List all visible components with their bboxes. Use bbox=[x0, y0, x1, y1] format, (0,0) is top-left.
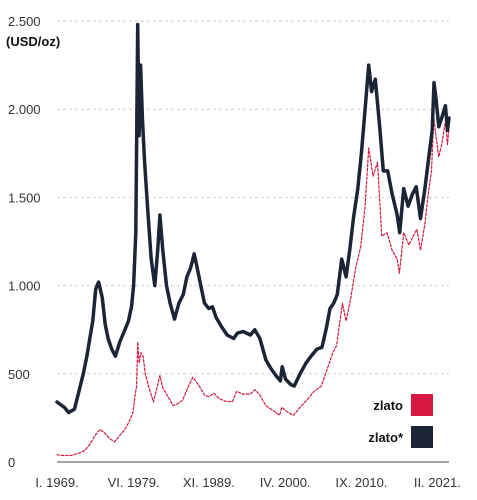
x-tick-label: IV. 2000. bbox=[260, 475, 311, 490]
x-tick-label: VI. 1979. bbox=[108, 475, 160, 490]
y-tick-label: 0 bbox=[8, 455, 15, 470]
x-tick-label: I. 1969. bbox=[35, 475, 78, 490]
y-tick-label: 500 bbox=[8, 367, 30, 382]
legend-label: zlato* bbox=[368, 430, 404, 445]
x-tick-label: XI. 1989. bbox=[183, 475, 235, 490]
y-tick-label: 1.500 bbox=[8, 190, 41, 205]
y-axis-unit: (USD/oz) bbox=[6, 34, 60, 49]
gridlines bbox=[57, 20, 449, 375]
y-tick-label: 2.500 bbox=[8, 14, 41, 29]
series-line-zlato bbox=[56, 115, 450, 457]
y-axis-ticks: 0 500 1.000 1.500 2.000 2.500 bbox=[8, 14, 41, 470]
legend-label: zlato bbox=[373, 398, 403, 413]
x-axis-ticks: I. 1969. VI. 1979. XI. 1989. IV. 2000. IX. 2… bbox=[35, 475, 461, 490]
series-line-zlato-star bbox=[55, 22, 451, 415]
x-tick-label: II. 2021. bbox=[414, 475, 461, 490]
x-tick-label: IX. 2010. bbox=[335, 475, 387, 490]
legend: zlato zlato* bbox=[368, 394, 433, 448]
series-lines bbox=[55, 22, 451, 457]
y-tick-label: 1.000 bbox=[8, 279, 41, 294]
legend-swatch bbox=[411, 426, 433, 448]
legend-swatch bbox=[411, 394, 433, 416]
y-tick-label: 2.000 bbox=[8, 102, 41, 117]
